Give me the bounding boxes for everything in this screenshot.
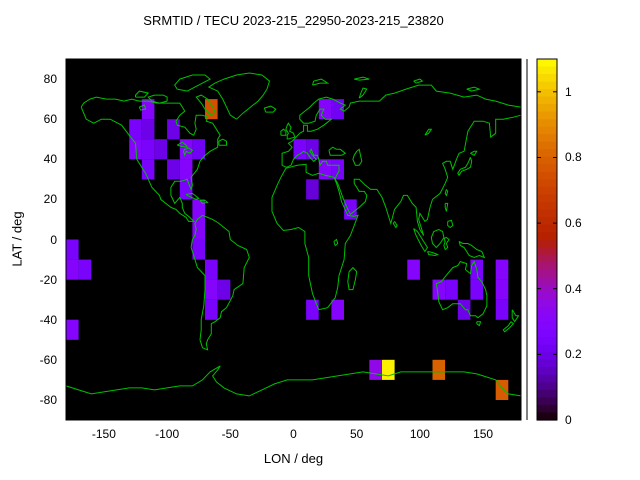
y-tick-label: 20 [43,192,57,207]
y-tick-label: 60 [43,112,57,127]
y-tick-label: -20 [39,272,57,287]
y-tick-label: 0 [50,232,57,247]
colorbar-tick-label: 0 [565,413,572,427]
y-tick-label: 40 [43,152,57,167]
y-tick-label: -60 [39,352,57,367]
x-tick-label: -100 [155,427,180,441]
colorbar-tick-label: 0.8 [565,150,582,165]
y-tick-label: -80 [39,392,57,407]
colorbar-tick-label: 0.2 [565,347,582,362]
x-tick-label: -150 [91,427,116,441]
y-tick-label: 80 [43,72,57,87]
plot-title: SRMTID / TECU 2023-215_22950-2023-215_23… [143,13,444,28]
x-axis-label: LON / deg [263,451,324,466]
x-tick-label: 150 [473,427,494,441]
x-tick-label: 50 [350,427,364,441]
colorbar-tick-label: 0.6 [565,216,582,231]
x-tick-label: 100 [409,427,430,441]
x-tick-label: 0 [290,427,297,441]
y-tick-label: -40 [39,312,57,327]
colorbar-tick-label: 0.4 [565,281,582,296]
colorbar-tick-label: 1 [565,84,572,99]
x-tick-label: -50 [221,427,239,441]
